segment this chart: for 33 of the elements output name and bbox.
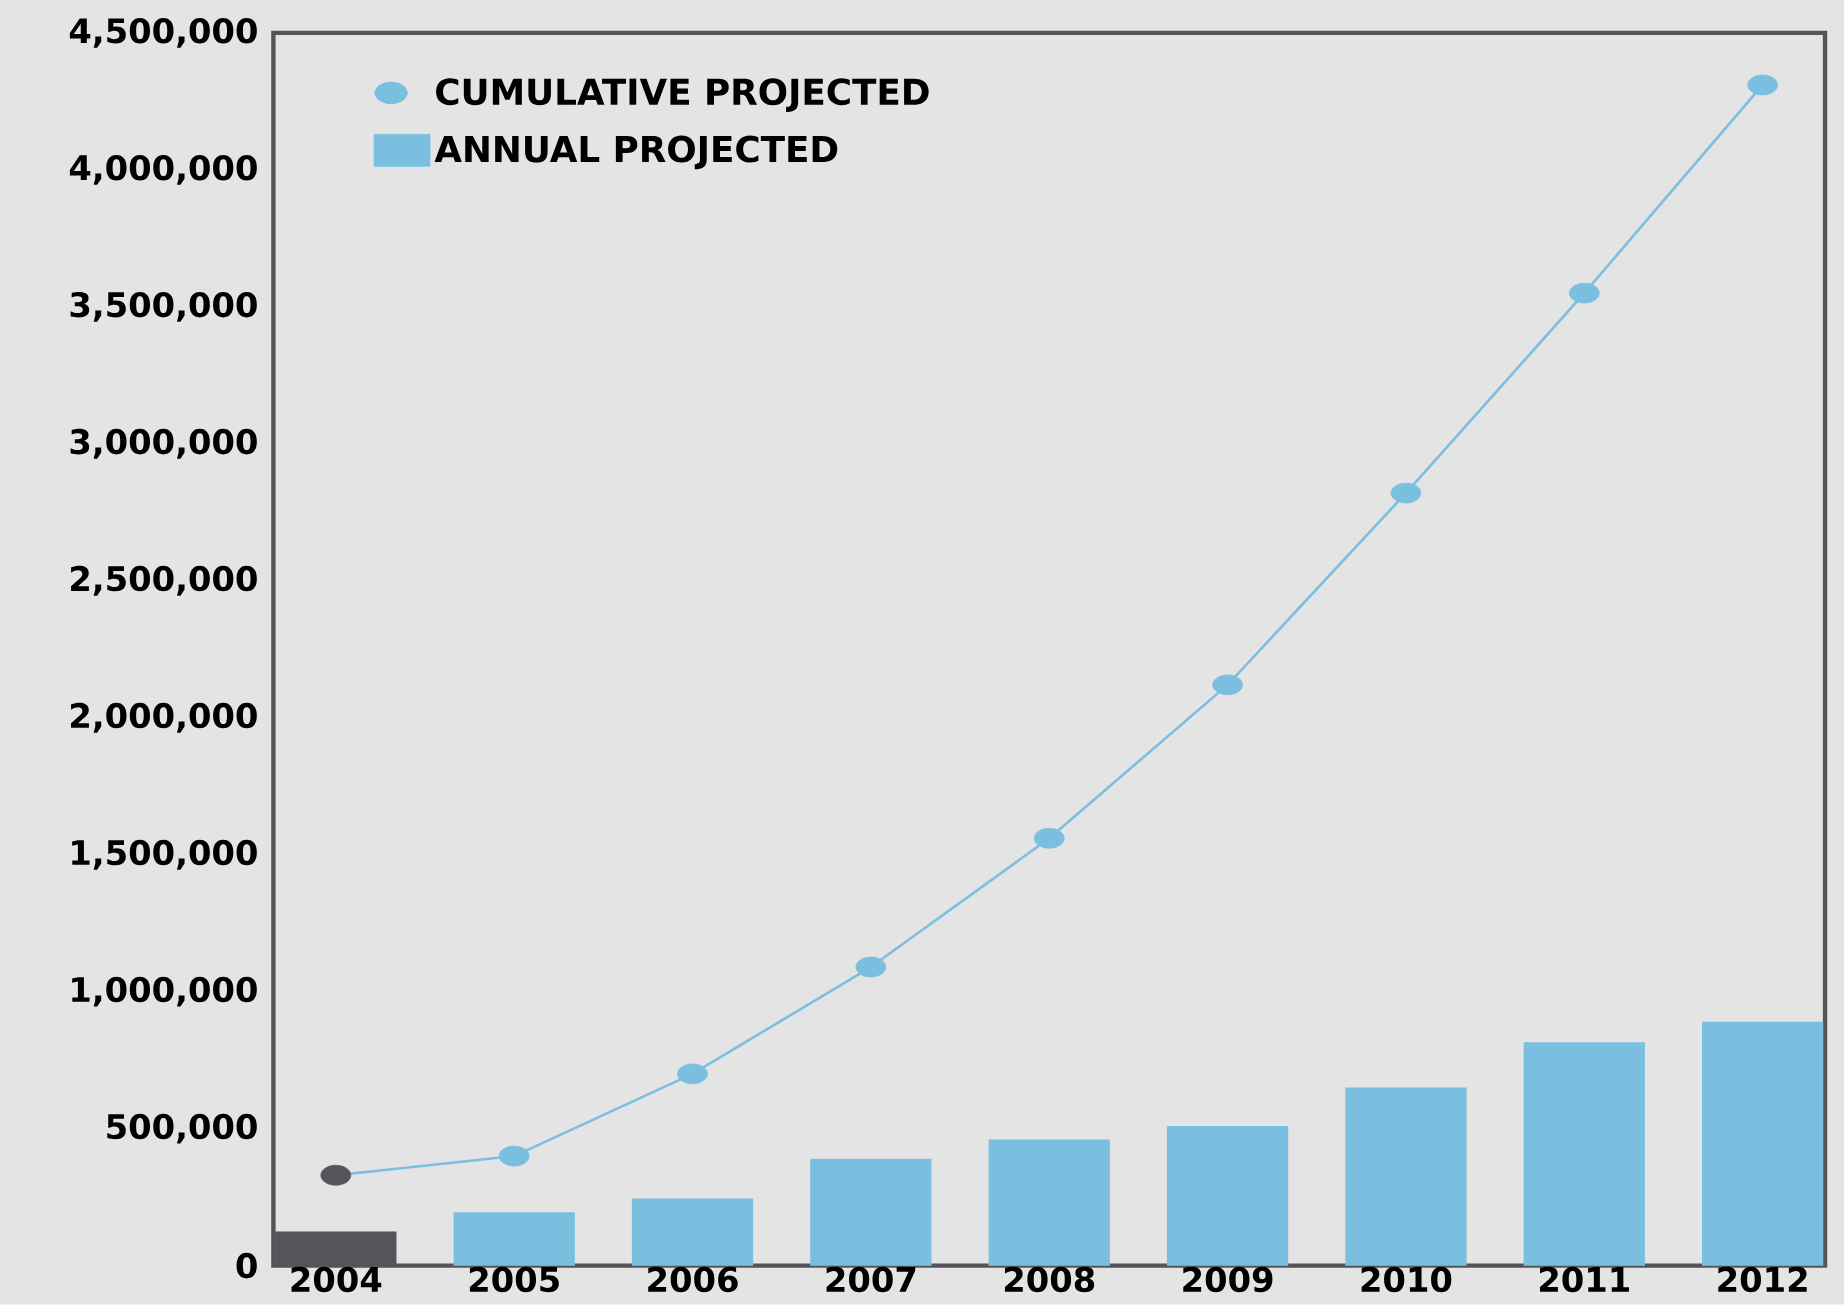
y-tick-label: 500,000 (107, 1113, 257, 1144)
point (1747, 74, 1778, 96)
y-tick-label: 2,500,000 (71, 566, 257, 596)
x-tick-label: 2006 (648, 1266, 738, 1293)
bar (453, 1212, 575, 1266)
x-tick-label: 2012 (1718, 1266, 1807, 1293)
x-tick-label: 2005 (469, 1266, 559, 1293)
legend-label: CUMULATIVE PROJECTED (436, 78, 929, 113)
x-tick-label: 2004 (291, 1266, 382, 1293)
x-tick-label: 2011 (1539, 1266, 1629, 1293)
bar (275, 1231, 397, 1266)
bar (1702, 1022, 1824, 1266)
bar (1345, 1087, 1467, 1266)
bar (1523, 1042, 1645, 1266)
y-tick-label: 2,000,000 (71, 703, 257, 733)
y-tick-label: 1,500,000 (72, 840, 257, 870)
bar (988, 1139, 1110, 1266)
x-tick-label: 2010 (1361, 1266, 1452, 1293)
y-tick-label: 3,500,000 (70, 292, 257, 322)
y-tick-label: 3,000,000 (70, 429, 257, 459)
bar (1166, 1126, 1289, 1266)
x-tick-label: 2009 (1183, 1266, 1273, 1293)
bar (810, 1159, 932, 1266)
y-tick-label: 4,500,000 (69, 18, 257, 49)
y-tick-label: 0 (236, 1253, 257, 1279)
bar (631, 1198, 754, 1266)
x-tick-label: 2008 (1004, 1266, 1095, 1293)
y-tick-label: 4,000,000 (69, 155, 257, 186)
legend-label: ANNUAL PROJECTED (434, 135, 838, 170)
point (1212, 674, 1243, 696)
y-tick-label: 1,000,000 (72, 977, 257, 1007)
point (677, 1063, 708, 1085)
x-tick-label: 2007 (826, 1266, 916, 1293)
